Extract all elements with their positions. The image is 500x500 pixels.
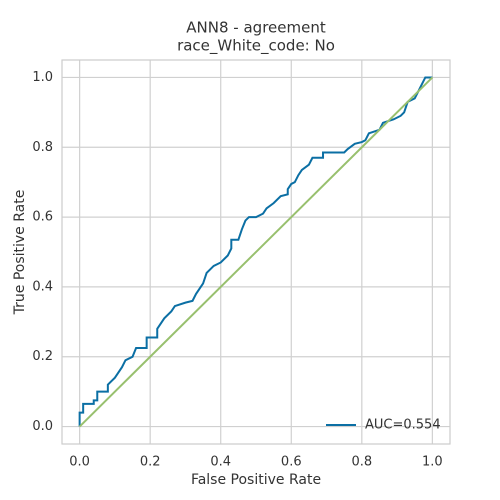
y-tick-label: 0.4	[32, 279, 53, 294]
x-tick-label: 0.6	[281, 455, 302, 470]
line	[78, 76, 433, 427]
y-tick-label: 0.2	[32, 349, 53, 364]
y-tick-label: 0.8	[32, 140, 53, 155]
y-tick-label: 0.6	[32, 210, 53, 225]
x-tick-label: 0.8	[351, 455, 372, 470]
line	[78, 76, 434, 428]
x-tick-label: 0.4	[210, 455, 231, 470]
y-tick-label: 1.0	[32, 70, 53, 85]
chart-subtitle: race_White_code: No	[177, 37, 335, 56]
legend-label: AUC=0.554	[365, 418, 441, 433]
chart-title: ANN8 - agreement	[186, 19, 326, 37]
x-tick-label: 0.2	[140, 455, 161, 470]
y-axis-label: True Positive Rate	[12, 190, 28, 316]
y-tick-label: 0.0	[32, 419, 53, 434]
plot-frame	[61, 59, 451, 445]
x-axis-label: False Positive Rate	[191, 472, 321, 488]
x-tick-label: 0.0	[69, 455, 90, 470]
x-tick-label: 1.0	[422, 455, 443, 470]
